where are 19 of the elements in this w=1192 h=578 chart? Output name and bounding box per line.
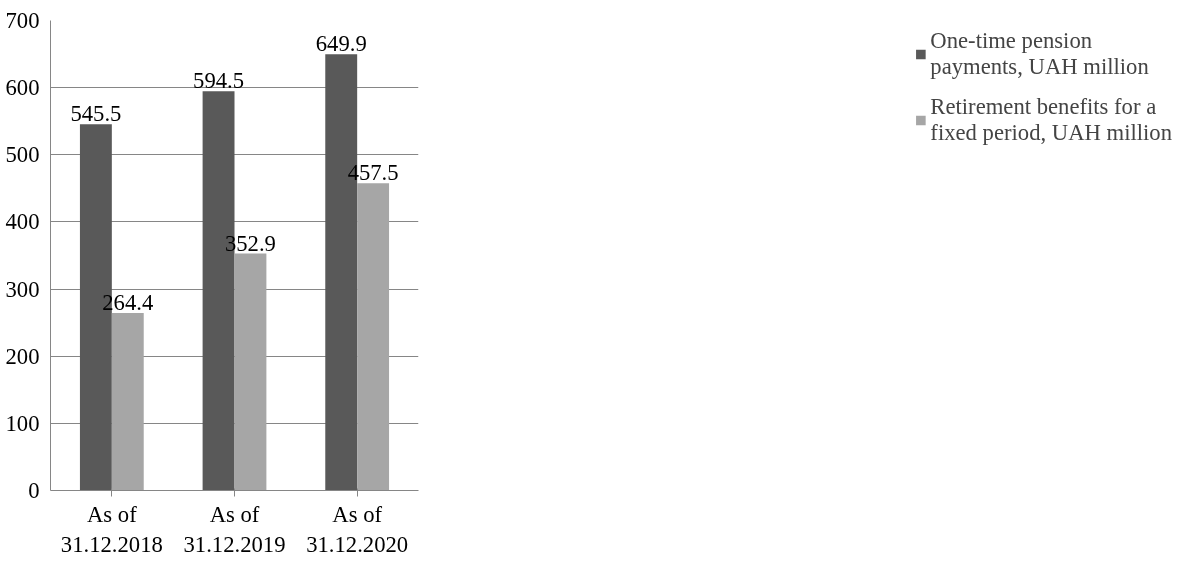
x-tick-label: As of 31.12.2018 xyxy=(60,501,163,557)
data-label: 649.9 xyxy=(315,31,367,57)
y-tick-label: 700 xyxy=(5,8,40,33)
y-tick-label: 500 xyxy=(5,142,40,168)
y-tick-label: 200 xyxy=(5,343,40,369)
data-label: 545.5 xyxy=(70,101,122,127)
bar xyxy=(234,253,267,491)
x-tick-label: As of 31.12.2020 xyxy=(306,501,409,557)
y-tick-label: 300 xyxy=(5,276,40,302)
y-tick-label: 400 xyxy=(5,209,40,235)
y-tick-label: 600 xyxy=(5,75,40,101)
bar xyxy=(357,183,390,491)
y-tick-label: 100 xyxy=(5,410,40,436)
y-tick-label: 0 xyxy=(28,478,40,503)
bar xyxy=(111,312,144,491)
data-label: 594.5 xyxy=(193,68,245,94)
x-tick-label: As of 31.12.2019 xyxy=(183,501,286,557)
legend-label: Retirement benefits for a fixed period, UAH million xyxy=(930,94,1172,146)
legend-label: One-time pension payments, UAH million xyxy=(930,28,1149,80)
